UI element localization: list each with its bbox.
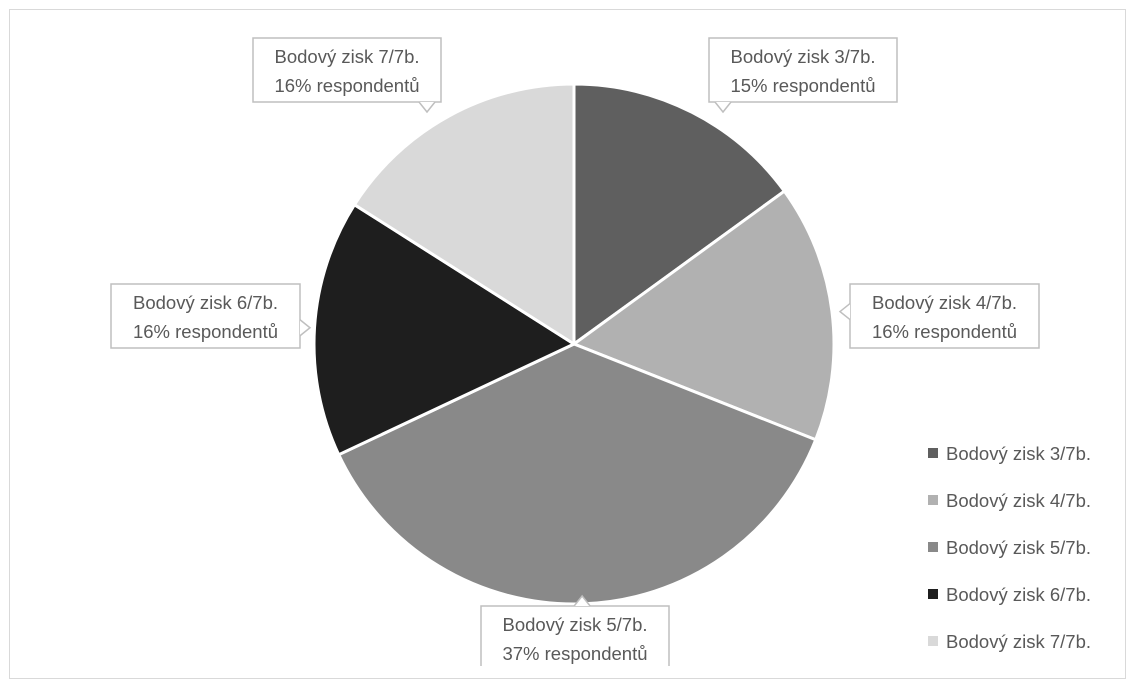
legend-swatch xyxy=(928,589,938,599)
callout-label: Bodový zisk 5/7b. xyxy=(503,614,648,635)
legend-label: Bodový zisk 7/7b. xyxy=(946,631,1091,652)
callout-box xyxy=(110,283,301,349)
callout-label: Bodový zisk 4/7b. xyxy=(872,292,1017,313)
legend-swatch xyxy=(928,542,938,552)
callout-percent: 37% respondentů xyxy=(502,643,647,664)
pie-slice xyxy=(352,82,576,346)
legend-label: Bodový zisk 6/7b. xyxy=(946,584,1091,605)
callout-percent: 16% respondentů xyxy=(872,321,1017,342)
callout-percent: 16% respondentů xyxy=(133,321,278,342)
legend-swatch xyxy=(928,636,938,646)
pie-callouts: Bodový zisk 3/7b. 15% respondentů Bodový z… xyxy=(110,37,1040,666)
chart-legend: Bodový zisk 3/7b. Bodový zisk 4/7b. Bodový… xyxy=(928,443,1091,652)
pie-slice xyxy=(572,189,836,442)
callout-box xyxy=(849,283,1040,349)
callout-box xyxy=(708,37,898,103)
legend-swatch xyxy=(928,495,938,505)
legend-label: Bodový zisk 5/7b. xyxy=(946,537,1091,558)
callout-label: Bodový zisk 6/7b. xyxy=(133,292,278,313)
legend-swatch xyxy=(928,448,938,458)
pie-slice xyxy=(572,82,786,346)
legend-label: Bodový zisk 3/7b. xyxy=(946,443,1091,464)
callout-pointer xyxy=(299,319,312,337)
callout-pointer xyxy=(714,101,732,114)
callout-label: Bodový zisk 3/7b. xyxy=(731,46,876,67)
callout-pointer xyxy=(418,101,436,114)
callout-box xyxy=(252,37,442,103)
callout-pointer xyxy=(838,302,851,321)
pie-slices xyxy=(312,82,836,606)
callout-label: Bodový zisk 7/7b. xyxy=(275,46,420,67)
callout-percent: 15% respondentů xyxy=(730,75,875,96)
callout-percent: 16% respondentů xyxy=(274,75,419,96)
callout-pointer xyxy=(573,594,591,607)
legend-label: Bodový zisk 4/7b. xyxy=(946,490,1091,511)
pie-slice xyxy=(312,203,576,457)
